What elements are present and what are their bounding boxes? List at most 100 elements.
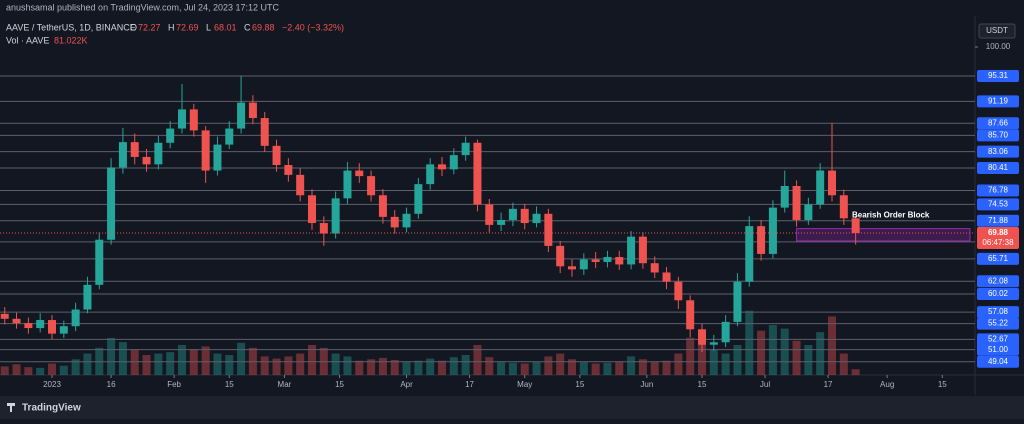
level-label: 71.88 <box>988 216 1009 225</box>
volume-bar <box>449 357 458 375</box>
candle-body <box>839 195 848 219</box>
volume-bar <box>343 356 352 375</box>
candle-body <box>438 164 446 170</box>
candle-body <box>638 236 647 264</box>
x-tick-label: Apr <box>400 380 413 389</box>
volume-bar <box>579 362 588 375</box>
level-label-box <box>977 355 1019 368</box>
level-label-box <box>977 252 1019 265</box>
level-label-box <box>977 69 1019 82</box>
volume-bar <box>402 362 411 375</box>
volume-bar <box>390 360 399 375</box>
order-block <box>796 228 971 242</box>
volume-bar <box>154 353 163 375</box>
volume-bar <box>355 360 364 375</box>
candle-body <box>757 226 766 254</box>
x-tick-label: 15 <box>938 380 947 389</box>
candle-body <box>308 195 316 224</box>
candle-body <box>95 239 104 285</box>
volume-bar <box>71 359 80 375</box>
x-tick-label: 2023 <box>43 380 61 389</box>
level-label: 91.19 <box>988 97 1009 106</box>
ohlc-value: 72.27 <box>138 22 161 32</box>
candle-body <box>603 257 612 262</box>
ohlc-value: 68.01 <box>214 22 237 32</box>
level-label: 76.78 <box>988 186 1009 195</box>
candle-body <box>154 142 163 165</box>
candle-body <box>780 185 789 208</box>
symbol: AAVE / TetherUS, 1D, BINANCE <box>6 22 136 32</box>
volume-bar <box>296 353 305 375</box>
level-label-box <box>977 343 1019 356</box>
ohlc-key: L <box>206 22 211 32</box>
x-tick-label: Aug <box>880 380 894 389</box>
candle-body <box>733 281 742 322</box>
volume-bar <box>591 363 600 375</box>
candle-body <box>402 213 411 228</box>
x-tick-label: 17 <box>465 380 474 389</box>
candle-body <box>721 321 730 343</box>
ohlc-key: C <box>244 22 251 32</box>
last-price: 69.88 <box>988 228 1009 237</box>
footer <box>0 396 1024 419</box>
level-label: 83.06 <box>988 147 1009 156</box>
candle-body <box>414 184 423 214</box>
level-label: 57.08 <box>988 307 1009 316</box>
candle-body <box>426 164 435 185</box>
level-label-box <box>977 184 1019 197</box>
candle-body <box>461 142 470 156</box>
level-label: 95.31 <box>988 71 1009 80</box>
candle-body <box>225 128 234 145</box>
volume-bar <box>130 350 139 375</box>
volume-bar <box>686 337 695 375</box>
volume-bar <box>816 332 825 375</box>
candle-body <box>48 320 56 334</box>
candle-body <box>0 313 9 319</box>
ohlc-value: 72.69 <box>176 22 199 32</box>
volume-bar <box>532 361 541 375</box>
candle-body <box>319 223 328 234</box>
volume-bar <box>284 356 293 375</box>
candle-body <box>213 144 222 171</box>
volume-bar <box>745 310 754 375</box>
volume-bar <box>83 353 92 375</box>
volume-bar <box>367 359 376 375</box>
volume-bar <box>59 365 68 375</box>
last-price-box <box>977 227 1019 250</box>
volume-bar <box>627 356 636 375</box>
volume-bar <box>178 345 186 375</box>
level-label-box <box>977 95 1019 108</box>
x-tick-label: 15 <box>225 380 234 389</box>
candle-body <box>591 259 600 262</box>
candle-body <box>130 142 139 157</box>
candle-body <box>284 164 293 175</box>
volume-bar <box>828 316 836 375</box>
candle-body <box>343 170 352 199</box>
volume-bar <box>497 362 506 375</box>
level-label: 55.22 <box>988 319 1009 328</box>
candle-body <box>556 245 565 267</box>
level-label-box <box>977 162 1019 175</box>
volume-bar <box>438 360 446 375</box>
volume-last: 81.022K <box>54 35 88 45</box>
volume-bar <box>213 353 222 375</box>
candle-body <box>83 284 92 310</box>
level-label: 52.67 <box>988 334 1009 343</box>
volume-bar <box>520 363 529 375</box>
change: −2.40 (−3.32%) <box>282 22 344 32</box>
level-label-box <box>977 275 1019 288</box>
level-label-box <box>977 214 1019 227</box>
candle-body <box>473 142 482 205</box>
x-tick-label: 15 <box>698 380 707 389</box>
candle-body <box>544 213 553 246</box>
volume-bar <box>615 361 624 375</box>
candle-body <box>650 263 659 273</box>
volume-bar <box>721 353 730 375</box>
candle-body <box>12 318 21 324</box>
level-label-box <box>977 198 1019 211</box>
candle-body <box>497 219 506 225</box>
candle-body <box>248 102 257 119</box>
volume-bar <box>201 346 210 375</box>
volume-bar <box>12 364 21 375</box>
x-tick-label: Feb <box>167 380 181 389</box>
